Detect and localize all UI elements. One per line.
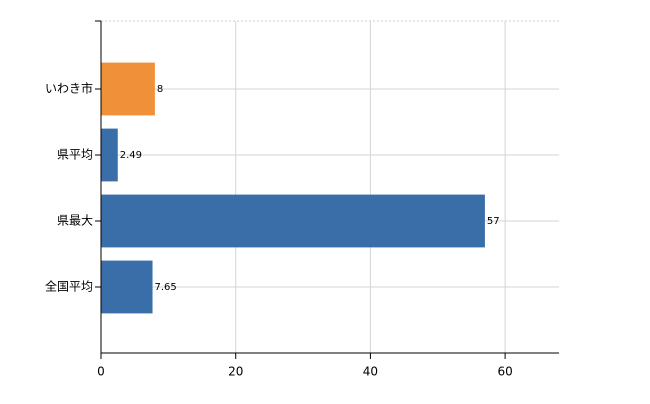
x-tick-label: 0 <box>97 365 105 379</box>
bar <box>101 62 155 116</box>
value-label: 2.49 <box>120 150 142 161</box>
value-label: 57 <box>487 216 500 227</box>
x-tick-label: 40 <box>363 365 378 379</box>
y-tick-label: いわき市 <box>45 81 93 96</box>
y-tick-label: 全国平均 <box>45 279 93 294</box>
value-label: 8 <box>157 84 163 95</box>
bar <box>101 194 485 248</box>
x-tick-label: 20 <box>228 365 243 379</box>
x-tick-label: 60 <box>497 365 512 379</box>
bar <box>101 128 118 182</box>
y-tick-label: 県平均 <box>57 148 93 162</box>
value-label: 7.65 <box>155 282 177 293</box>
y-tick-label: 県最大 <box>57 214 93 228</box>
bar <box>101 260 153 314</box>
